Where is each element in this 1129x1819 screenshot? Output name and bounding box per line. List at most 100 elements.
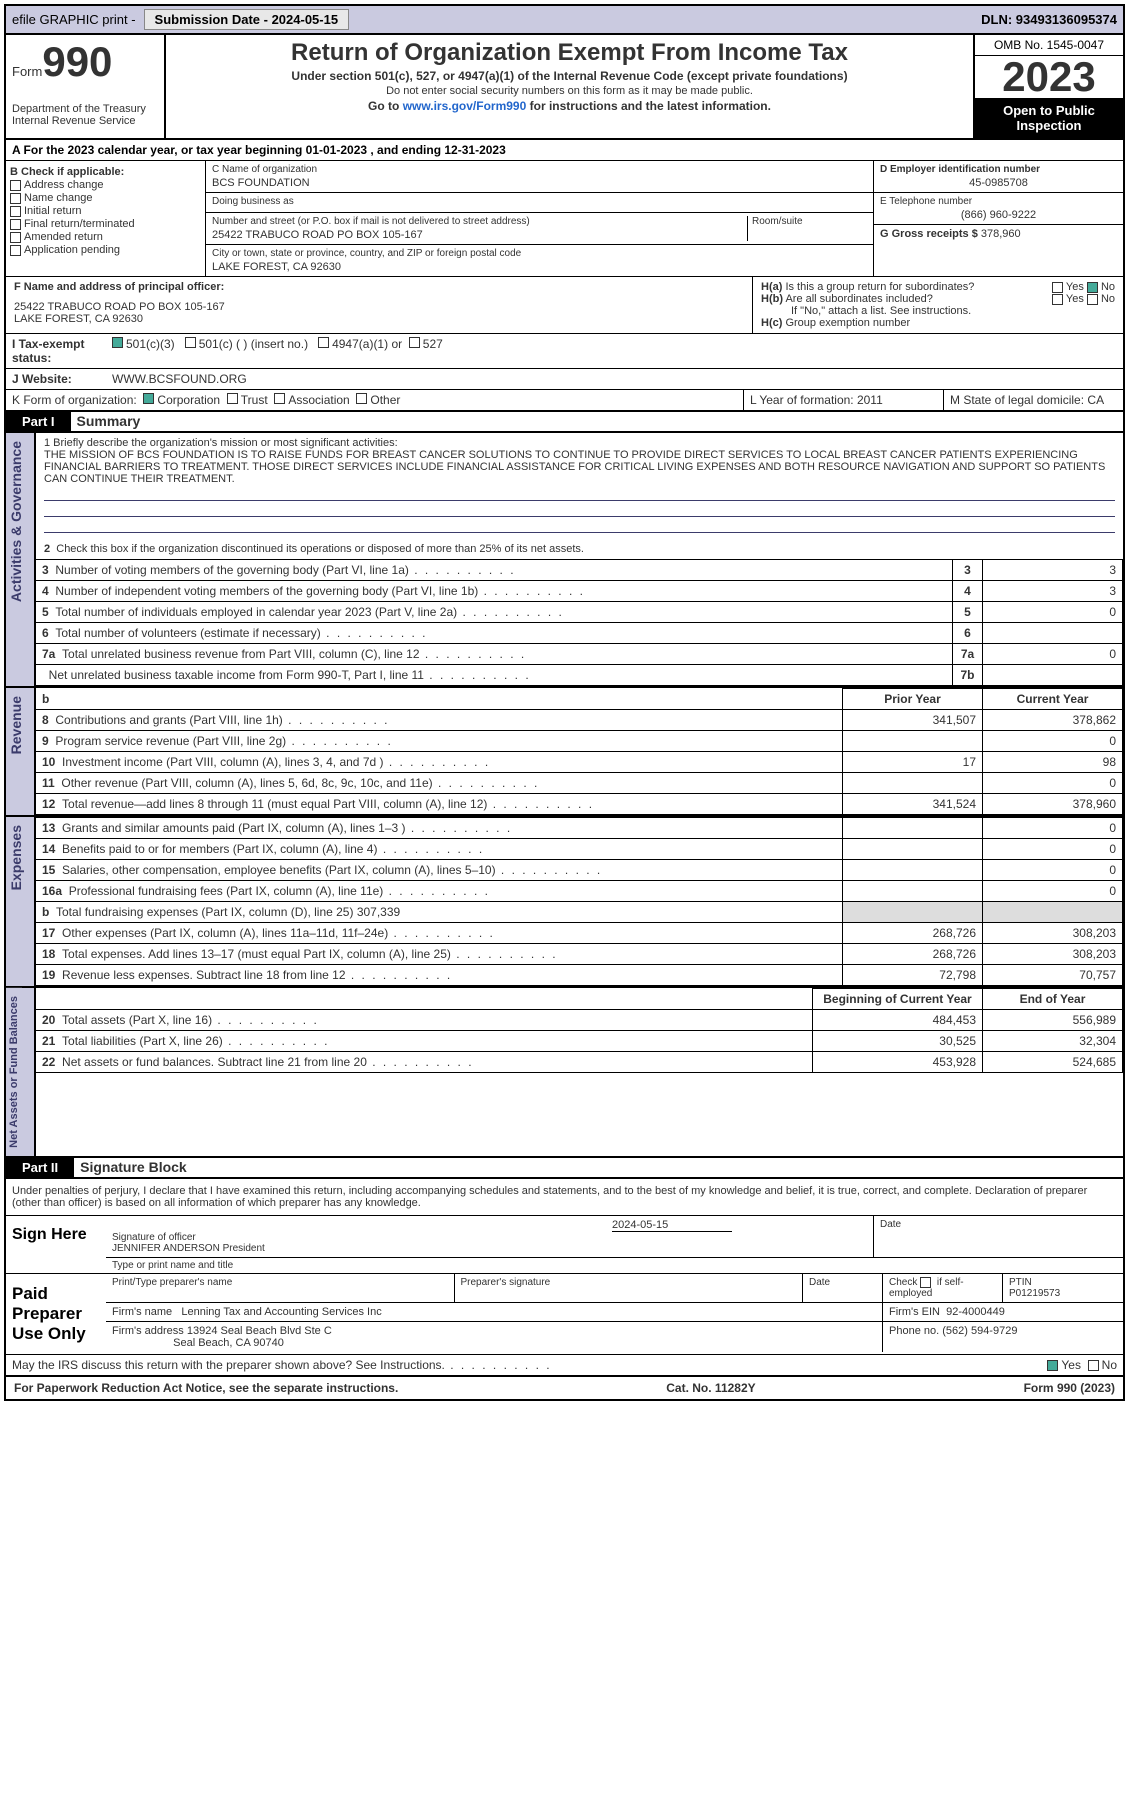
sub2: Do not enter social security numbers on … [174, 85, 965, 97]
form-990: 990 [42, 38, 112, 85]
c-name-lbl: C Name of organization [212, 164, 867, 175]
part2-title: Signature Block [80, 1159, 187, 1175]
city-lbl: City or town, state or province, country… [212, 248, 867, 259]
hc: H(c) Group exemption number [761, 317, 1115, 329]
discuss-yes[interactable] [1047, 1360, 1058, 1371]
b1: Name change [24, 192, 93, 204]
form-container: efile GRAPHIC print - Submission Date - … [4, 4, 1125, 1401]
form-foot: Form 990 (2023) [1024, 1381, 1115, 1395]
k-lbl: K Form of organization: [12, 393, 137, 407]
chk-corp[interactable] [143, 393, 154, 404]
city: LAKE FOREST, CA 92630 [212, 261, 867, 273]
m-lbl: M State of legal domicile: CA [943, 390, 1123, 410]
street: 25422 TRABUCO ROAD PO BOX 105-167 [212, 229, 747, 241]
chk-trust[interactable] [227, 393, 238, 404]
b5: Application pending [24, 244, 120, 256]
hb-note: If "No," attach a list. See instructions… [761, 305, 1115, 317]
j-lbl: J Website: [12, 372, 112, 386]
side-rev: Revenue [6, 688, 26, 762]
i0: 501(c)(3) [126, 337, 175, 365]
link[interactable]: www.irs.gov/Form990 [403, 99, 527, 113]
decl: Under penalties of perjury, I declare th… [6, 1179, 1123, 1216]
side-net: Net Assets or Fund Balances [6, 988, 22, 1156]
sub3: Go to www.irs.gov/Form990 for instructio… [174, 99, 965, 113]
col-d: D Employer identification number 45-09857… [873, 161, 1123, 276]
mission-txt: THE MISSION OF BCS FOUNDATION IS TO RAIS… [44, 449, 1115, 485]
col-b: B Check if applicable: Address change Na… [6, 161, 206, 276]
firm-lbl: Firm's name [112, 1306, 172, 1318]
firm: Lenning Tax and Accounting Services Inc [181, 1306, 381, 1318]
prep-sig-lbl: Preparer's signature [455, 1274, 804, 1302]
chk-name[interactable] [10, 193, 21, 204]
col-c: C Name of organization BCS FOUNDATION Doi… [206, 161, 873, 276]
i1: 501(c) ( ) (insert no.) [199, 337, 308, 365]
f-addr2: LAKE FOREST, CA 92630 [14, 313, 744, 325]
calendar-year: A For the 2023 calendar year, or tax yea… [6, 140, 1123, 161]
phone-lbl: Phone no. [889, 1325, 939, 1337]
org-name: BCS FOUNDATION [212, 177, 867, 189]
dba-lbl: Doing business as [212, 196, 867, 207]
chk-self[interactable] [920, 1277, 931, 1288]
chk-501c[interactable] [185, 337, 196, 348]
gov-table: 3 Number of voting members of the govern… [36, 559, 1123, 686]
b-title: B Check if applicable: [10, 166, 201, 178]
i2: 4947(a)(1) or [332, 337, 402, 365]
addr1: 13924 Seal Beach Blvd Ste C [187, 1325, 332, 1337]
officer: JENNIFER ANDERSON President [112, 1243, 265, 1254]
exp-table: 13 Grants and similar amounts paid (Part… [36, 817, 1123, 986]
part1-title: Summary [77, 413, 141, 429]
topbar: efile GRAPHIC print - Submission Date - … [6, 6, 1123, 35]
street-lbl: Number and street (or P.O. box if mail i… [212, 216, 747, 227]
room-lbl: Room/suite [752, 216, 867, 227]
i-lbl: I Tax-exempt status: [12, 337, 112, 365]
chk-initial[interactable] [10, 206, 21, 217]
side-exp: Expenses [6, 817, 26, 898]
ptin-lbl: PTIN [1009, 1277, 1032, 1288]
ha-yes[interactable] [1052, 282, 1063, 293]
l-lbl: L Year of formation: 2011 [743, 390, 943, 410]
ein: 92-4000449 [946, 1306, 1005, 1318]
f-lbl: F Name and address of principal officer: [14, 281, 744, 293]
sign-here: Sign Here [6, 1216, 106, 1273]
ha-no[interactable] [1087, 282, 1098, 293]
prep-date-lbl: Date [803, 1274, 883, 1302]
title: Return of Organization Exempt From Incom… [174, 39, 965, 67]
hb-no[interactable] [1087, 294, 1098, 305]
sub1: Under section 501(c), 527, or 4947(a)(1)… [174, 69, 965, 83]
discuss-no[interactable] [1088, 1360, 1099, 1371]
prep-name-lbl: Print/Type preparer's name [106, 1274, 455, 1302]
k3: Other [370, 393, 400, 407]
part1-hdr: Part I [6, 412, 71, 431]
hb-yes[interactable] [1052, 294, 1063, 305]
chk-amended[interactable] [10, 232, 21, 243]
chk-address[interactable] [10, 180, 21, 191]
section-abc: B Check if applicable: Address change Na… [6, 161, 1123, 276]
efile-label: efile GRAPHIC print - [12, 12, 136, 27]
k2: Association [288, 393, 349, 407]
submission-date-button[interactable]: Submission Date - 2024-05-15 [144, 9, 350, 30]
prep-chk-lbl: Check if self-employed [889, 1277, 964, 1299]
chk-501c3[interactable] [112, 337, 123, 348]
form-label: Form [12, 64, 42, 79]
form-header: Form990 Department of the Treasury Inter… [6, 35, 1123, 140]
ein: 45-0985708 [880, 177, 1117, 189]
chk-4947[interactable] [318, 337, 329, 348]
chk-final[interactable] [10, 219, 21, 230]
ha: H(a) Is this a group return for subordin… [761, 281, 1115, 293]
b2: Initial return [24, 205, 81, 217]
chk-527[interactable] [409, 337, 420, 348]
rev-table: bPrior YearCurrent Year8 Contributions a… [36, 688, 1123, 815]
b4: Amended return [24, 231, 103, 243]
discuss: May the IRS discuss this return with the… [12, 1358, 552, 1372]
i3: 527 [423, 337, 443, 365]
ein-lbl: Firm's EIN [889, 1306, 940, 1318]
chk-other[interactable] [356, 393, 367, 404]
chk-assoc[interactable] [274, 393, 285, 404]
pra: For Paperwork Reduction Act Notice, see … [14, 1381, 398, 1395]
gross: 378,960 [981, 228, 1021, 240]
chk-pending[interactable] [10, 245, 21, 256]
e-lbl: E Telephone number [880, 196, 1117, 207]
b3: Final return/terminated [24, 218, 135, 230]
prep-lbl: Paid Preparer Use Only [6, 1274, 106, 1354]
d-lbl: D Employer identification number [880, 164, 1117, 175]
